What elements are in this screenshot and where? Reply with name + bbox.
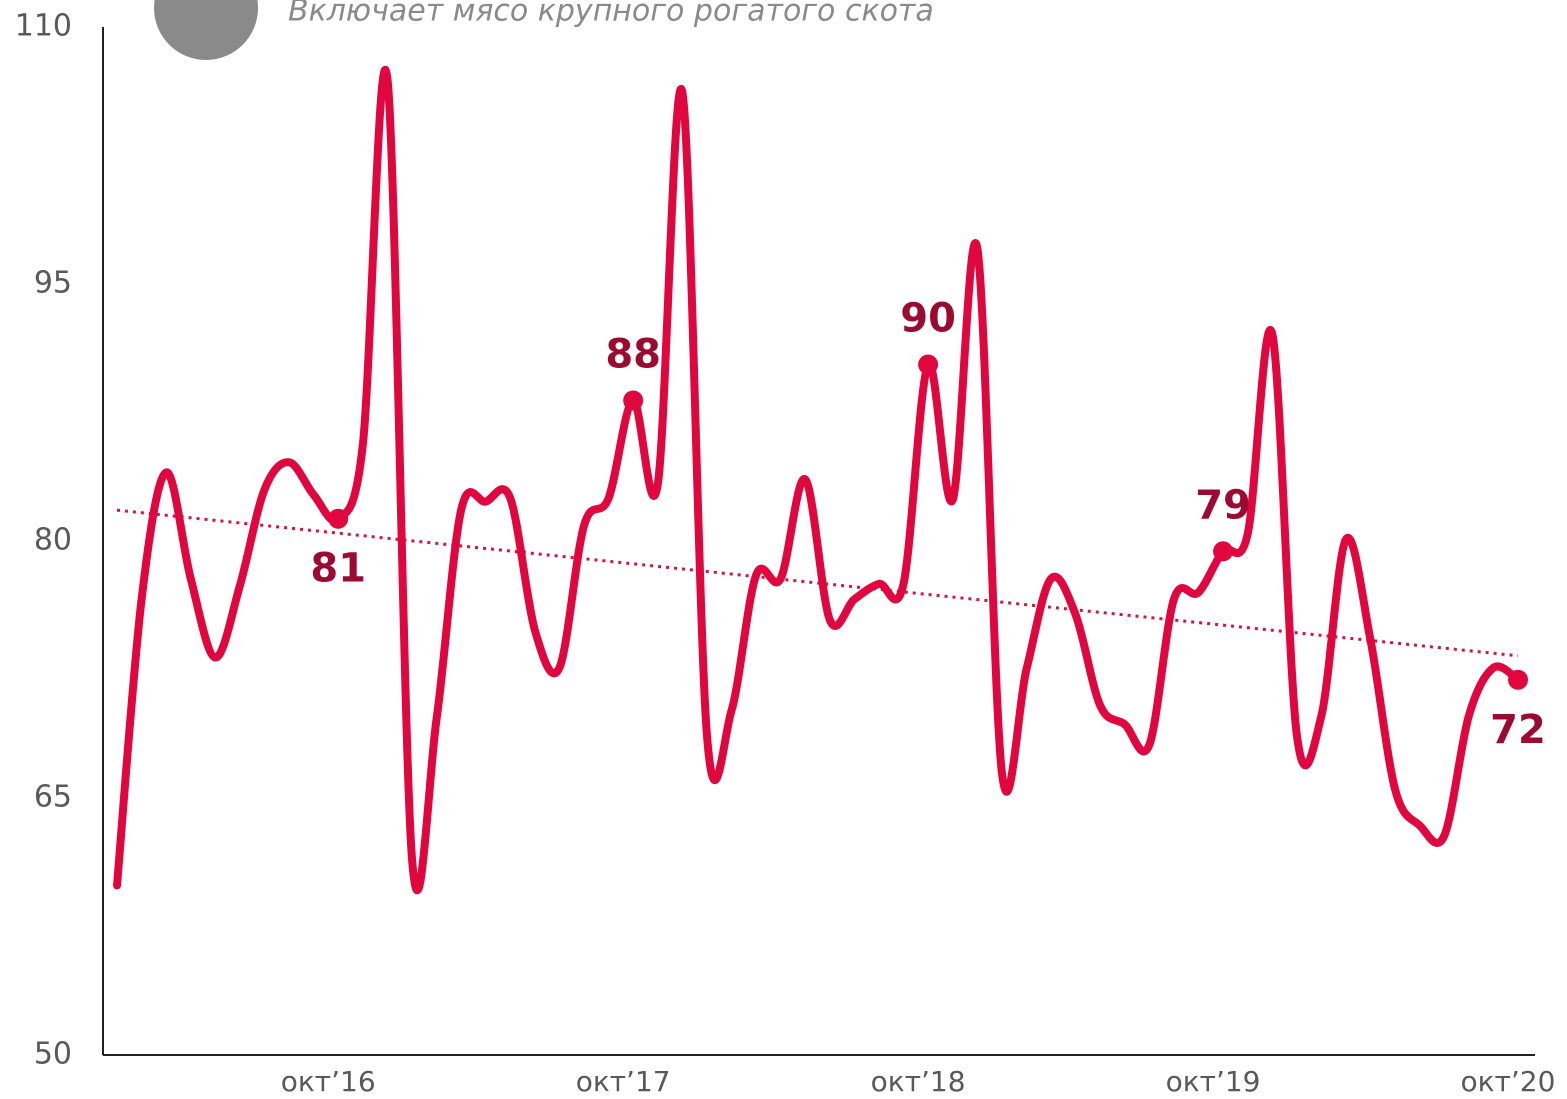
point [1508,669,1528,690]
x-tick-label: окт’17 [576,1065,671,1098]
y-tick-label: 110 [15,9,72,44]
x-tick-label: окт’20 [1461,1065,1556,1098]
point [623,390,644,411]
x-tick-label: окт’16 [281,1065,376,1098]
y-tick-label: 95 [34,266,72,301]
x-tick-label: окт’18 [871,1065,966,1098]
value-label: 72 [1490,707,1546,753]
y-tick-label: 50 [34,1037,72,1072]
icon [154,0,258,60]
value-label: 81 [310,546,366,592]
value-label: 88 [605,332,661,378]
line [113,65,1522,895]
point [328,508,349,529]
y-tick-label: 65 [34,780,72,815]
y-tick-label: 80 [34,523,72,558]
point [918,354,939,375]
value-label: 79 [1195,482,1251,528]
point [1213,541,1234,562]
value-label: 90 [900,296,956,342]
x-tick-label: окт’19 [1166,1065,1261,1098]
subtitle: Включает мясо крупного рогатого скота [288,0,934,29]
trend-line [116,508,1519,658]
